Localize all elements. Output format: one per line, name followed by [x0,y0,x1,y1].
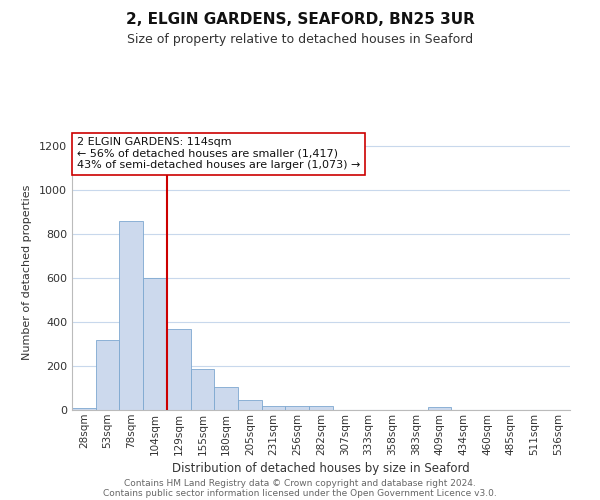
Bar [238,400,262,410]
Bar [286,406,309,410]
Bar [72,408,96,410]
Bar [214,387,238,410]
Bar [119,221,143,410]
Bar [167,328,191,410]
Text: Contains public sector information licensed under the Open Government Licence v3: Contains public sector information licen… [103,488,497,498]
Bar [191,370,214,410]
Text: 2, ELGIN GARDENS, SEAFORD, BN25 3UR: 2, ELGIN GARDENS, SEAFORD, BN25 3UR [125,12,475,28]
X-axis label: Distribution of detached houses by size in Seaford: Distribution of detached houses by size … [172,462,470,475]
Bar [262,406,286,410]
Text: Contains HM Land Registry data © Crown copyright and database right 2024.: Contains HM Land Registry data © Crown c… [124,478,476,488]
Text: 2 ELGIN GARDENS: 114sqm
← 56% of detached houses are smaller (1,417)
43% of semi: 2 ELGIN GARDENS: 114sqm ← 56% of detache… [77,137,360,170]
Bar [428,406,451,410]
Y-axis label: Number of detached properties: Number of detached properties [22,185,32,360]
Text: Size of property relative to detached houses in Seaford: Size of property relative to detached ho… [127,32,473,46]
Bar [96,340,119,410]
Bar [309,406,333,410]
Bar [143,278,167,410]
